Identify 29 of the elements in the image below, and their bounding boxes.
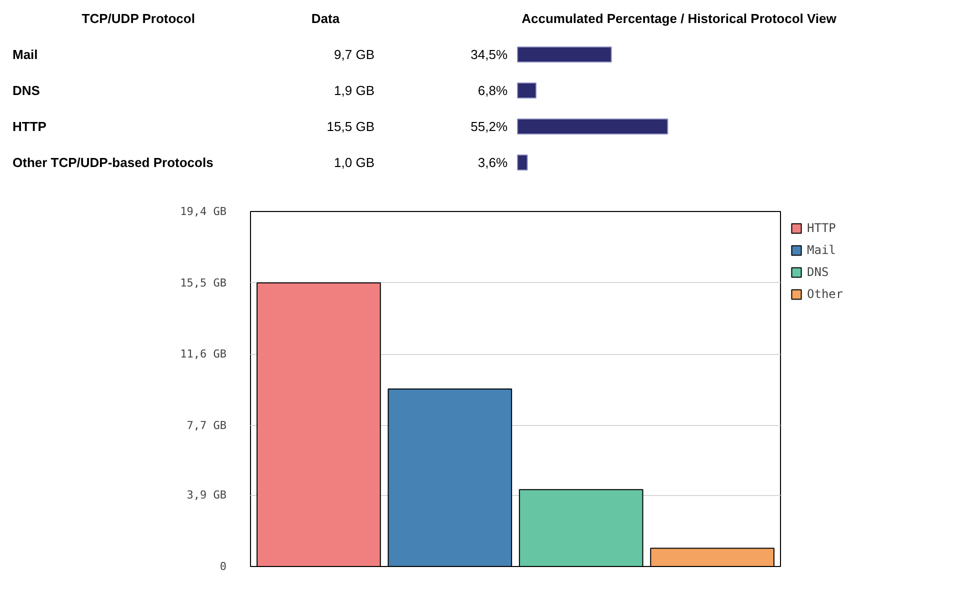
legend-label: DNS: [807, 265, 829, 279]
y-axis-title: TCP/UDP Protocol: [82, 11, 195, 26]
y-tick-label: 3,9 GB: [186, 488, 227, 502]
text: 15,5 GB: [326, 119, 375, 134]
y-tick-label: 7,7 GB: [186, 419, 227, 432]
chart-title: Accumulated Percentage / Historical Protocol View: [522, 11, 838, 26]
text: 1,0 GB: [334, 155, 374, 170]
y-tick-label: Other TCP/UDP-based Protocols: [12, 155, 214, 170]
y-tick-label: DNS: [12, 83, 40, 98]
text: 1,9 GB: [334, 83, 374, 98]
bar: [517, 82, 536, 99]
text: Data: [311, 11, 340, 26]
y-tick-label: Mail: [12, 47, 38, 62]
y-tick-label: HTTP: [12, 119, 47, 134]
legend-label: Mail: [807, 243, 836, 257]
y-tick-label: 0: [220, 560, 226, 573]
text: 9,7 GB: [334, 47, 374, 62]
bar: [517, 118, 668, 135]
y-tick-label: 15,5 GB: [180, 276, 227, 290]
data-label: 55,2%: [470, 119, 508, 134]
y-tick-label: 11,6 GB: [180, 348, 227, 361]
legend-label: HTTP: [807, 221, 836, 235]
bar: [517, 154, 528, 171]
data-label: 34,5%: [470, 47, 508, 62]
data-label: 6,8%: [478, 83, 508, 98]
y-tick-label: 19,4 GB: [180, 205, 227, 218]
legend-label: Other: [807, 287, 844, 301]
data-label: 3,6%: [478, 155, 508, 170]
bar: [517, 46, 612, 63]
